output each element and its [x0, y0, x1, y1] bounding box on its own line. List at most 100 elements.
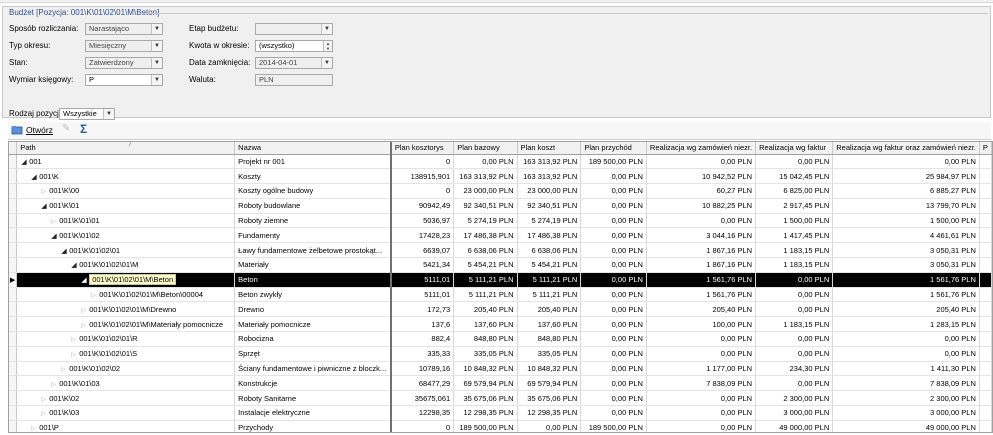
path-cell[interactable]: ▷ 001\K\01\02\01\S	[16, 346, 236, 362]
nazwa-cell: Fundamenty	[234, 227, 392, 244]
kosztorys-cell: 5111,01	[389, 287, 455, 303]
etap-select[interactable]: ▼	[255, 23, 333, 35]
toolbar: Otwórz ✎ Σ	[8, 122, 991, 140]
selected-path-text[interactable]: 001\K\01\02\01\M\Beton	[89, 274, 177, 286]
table-row[interactable]: ◢ 001\K\01 Roboty budowlane 90942,49 92 3…	[9, 198, 992, 214]
zam-cell: 0,00 PLN	[646, 390, 757, 407]
header-plan-koszt[interactable]: Plan koszt	[517, 142, 582, 155]
collapse-icon[interactable]: ◢	[61, 247, 67, 255]
table-row[interactable]: ▷ 001\K\01\02\02 Ściany fundamentowe i pi…	[9, 361, 992, 377]
chevron-down-icon[interactable]: ▼	[103, 109, 114, 119]
przychod-cell: 0,00 PLN	[580, 242, 647, 259]
expand-icon[interactable]: ▷	[61, 367, 66, 374]
path-cell[interactable]: ◢ 001\K\01\02\01\M	[16, 257, 236, 273]
header-realizacja-fakt-zam[interactable]: Realizacja wg faktur oraz zamówień niezr…	[832, 142, 980, 155]
table-row[interactable]: ▷ 001\K\01\01 Roboty ziemne 5036,97 5 274…	[9, 213, 992, 229]
collapse-icon[interactable]: ◢	[21, 158, 27, 166]
table-row-selected[interactable]: ▶ ◢ 001\K\01\02\01\M\Beton Beton 5111,01 …	[9, 272, 992, 288]
koszt-cell: 5 111,21 PLN	[517, 272, 582, 288]
collapse-icon[interactable]: ◢	[71, 262, 77, 270]
expand-icon[interactable]: ▷	[51, 381, 56, 388]
expand-icon[interactable]: ▷	[81, 322, 86, 329]
table-row[interactable]: ▷ 001\K\01\02\01\R Robocizna 882,4 848,80…	[9, 331, 992, 347]
table-row[interactable]: ▷ 001\K\02 Roboty Sanitarne 35675,061 35 …	[9, 390, 992, 407]
table-row[interactable]: ▷ 001\P Przychody 0 189 500,00 PLN 0,00 P…	[9, 420, 992, 433]
table-row[interactable]: ◢ 001\K\01\02\01\M Materiały 5421,34 5 45…	[9, 257, 992, 273]
spinner-icon[interactable]: ▲ ▼	[323, 41, 332, 51]
table-row[interactable]: ◢ 001 Projekt nr 001 0 0,00 PLN 163 313,9…	[9, 154, 992, 170]
p-cell	[979, 331, 992, 347]
chevron-down-icon[interactable]: ▼	[151, 24, 162, 34]
data-select[interactable]: 2014-04-01 ▼	[255, 57, 333, 69]
table-row[interactable]: ▷ 001\K\01\02\01\M\Drewno Drewno 172,73 2…	[9, 301, 992, 318]
otworz-button[interactable]: Otwórz	[26, 125, 53, 135]
chevron-down-icon[interactable]: ▼	[321, 24, 332, 34]
stan-select[interactable]: Zatwierdzony ▼	[85, 57, 163, 69]
typ-select[interactable]: Miesięczny ▼	[85, 40, 163, 52]
header-plan-przychod[interactable]: Plan przychód	[580, 142, 647, 155]
collapse-icon[interactable]: ◢	[81, 277, 87, 285]
header-p[interactable]: P	[979, 142, 992, 155]
wymiar-select[interactable]: P ▼	[85, 74, 163, 86]
path-cell[interactable]: ▷ 001\K\01\02\01\M\Drewno	[16, 301, 236, 318]
header-path[interactable]: Path /	[16, 142, 236, 155]
path-cell[interactable]: ▷ 001\K\01\03	[16, 375, 236, 392]
path-cell[interactable]: ◢ 001	[16, 154, 236, 170]
chevron-down-icon[interactable]: ▼	[151, 41, 162, 51]
table-row[interactable]: ▷ 001\K\03 Instalacje elektryczne 12298,3…	[9, 405, 992, 421]
sposob-select[interactable]: Narastająco ▼	[85, 23, 163, 35]
expand-icon[interactable]: ▷	[51, 219, 56, 226]
table-row[interactable]: ◢ 001\K\01\02 Fundamenty 17428,23 17 486,…	[9, 227, 992, 244]
open-folder-icon[interactable]	[11, 124, 23, 138]
path-cell[interactable]: ▷ 001\P	[16, 420, 236, 433]
path-cell[interactable]: ▷ 001\K\01\02\01\R	[16, 331, 236, 347]
sposob-label: Sposób rozliczania:	[9, 24, 79, 33]
header-plan-kosztorys[interactable]: Plan kosztorys	[389, 142, 455, 155]
chevron-down-icon[interactable]: ▼	[151, 58, 162, 68]
kwota-input[interactable]: (wszystko) ▲ ▼	[255, 40, 333, 52]
path-cell[interactable]: ▷ 001\K\03	[16, 405, 236, 421]
path-cell[interactable]: ◢ 001\K\01	[16, 198, 236, 214]
expand-icon[interactable]: ▷	[31, 426, 36, 433]
path-cell[interactable]: ◢ 001\K\01\02	[16, 227, 236, 244]
path-cell[interactable]: ▷ 001\K\01\02\01\M\Beton\00004	[16, 287, 236, 303]
table-row[interactable]: ▷ 001\K\01\02\01\M\Materiały pomocnicze M…	[9, 316, 992, 333]
przychod-cell: 0,00 PLN	[580, 361, 647, 377]
path-cell[interactable]: ▷ 001\K\01\01	[16, 213, 236, 229]
chevron-down-icon[interactable]: ▼	[321, 58, 332, 68]
path-cell[interactable]: ▷ 001\K\01\02\01\M\Materiały pomocnicze	[16, 316, 236, 333]
table-row[interactable]: ◢ 001\K\01\02\01 Ławy fundamentowe żelbet…	[9, 242, 992, 259]
expand-icon[interactable]: ▷	[81, 307, 86, 314]
chevron-down-icon[interactable]: ▼	[151, 75, 162, 85]
table-row[interactable]: ▷ 001\K\01\02\01\M\Beton\00004 Beton zwyk…	[9, 287, 992, 303]
path-cell[interactable]: ▷ 001\K\02	[16, 390, 236, 407]
expand-icon[interactable]: ▷	[71, 337, 76, 344]
path-cell[interactable]: ▷ 001\K\01\02\02	[16, 361, 236, 377]
header-realizacja-zam[interactable]: Realizacja wg zamówień niezr.	[646, 142, 757, 155]
path-cell[interactable]: ◢ 001\K\01\02\01\M\Beton	[16, 272, 236, 288]
edit-icon[interactable]: ✎	[62, 123, 71, 134]
rodzaj-select[interactable]: Wszystkie ▼	[59, 108, 115, 120]
collapse-icon[interactable]: ◢	[51, 232, 57, 240]
path-cell[interactable]: ▷ 001\K\00	[16, 183, 236, 199]
header-plan-bazowy[interactable]: Plan bazowy	[453, 142, 518, 155]
expand-icon[interactable]: ▷	[41, 396, 46, 403]
sum-icon[interactable]: Σ	[80, 122, 88, 136]
collapse-icon[interactable]: ◢	[41, 203, 47, 211]
fakt-cell: 1 183,15 PLN	[755, 242, 834, 259]
kosztorys-cell: 0	[389, 154, 455, 170]
header-realizacja-fakt[interactable]: Realizacja wg faktur	[755, 142, 834, 155]
table-row[interactable]: ▷ 001\K\00 Koszty ogólne budowy 0 23 000,…	[9, 183, 992, 199]
table-row[interactable]: ▷ 001\K\01\03 Konstrukcje 68477,29 69 579…	[9, 375, 992, 392]
expand-icon[interactable]: ▷	[91, 293, 96, 300]
header-nazwa[interactable]: Nazwa	[234, 142, 392, 155]
table-row[interactable]: ◢ 001\K Koszty 138915,901 163 313,92 PLN …	[9, 168, 992, 185]
path-cell[interactable]: ◢ 001\K\01\02\01	[16, 242, 236, 259]
p-cell	[979, 198, 992, 214]
expand-icon[interactable]: ▷	[41, 411, 46, 418]
path-cell[interactable]: ◢ 001\K	[16, 168, 236, 185]
table-row[interactable]: ▷ 001\K\01\02\01\S Sprzęt 335,33 335,05 P…	[9, 346, 992, 362]
expand-icon[interactable]: ▷	[71, 352, 76, 359]
collapse-icon[interactable]: ◢	[31, 173, 37, 181]
expand-icon[interactable]: ▷	[41, 189, 46, 196]
